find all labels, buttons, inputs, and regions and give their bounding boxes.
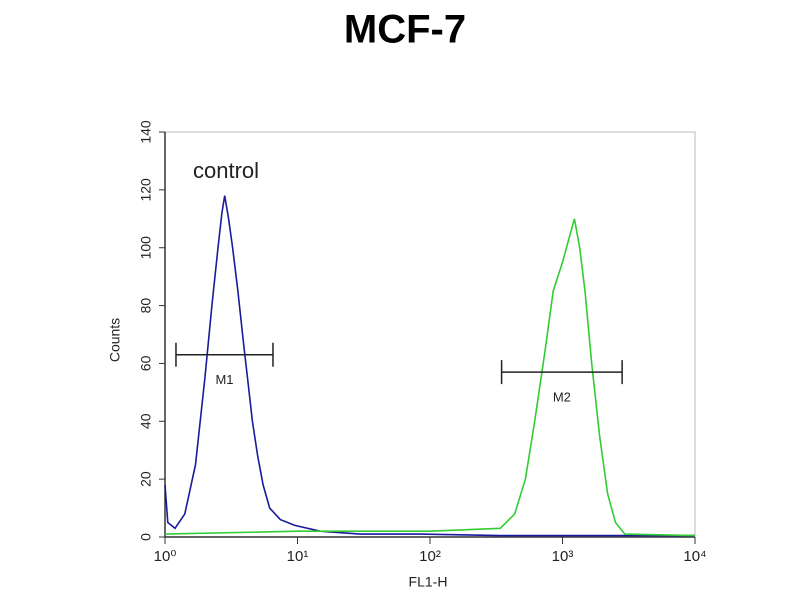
- x-tick-label: 10¹: [287, 548, 309, 565]
- y-tick-label: 140: [138, 120, 154, 144]
- x-tick-label: 10²: [419, 548, 441, 565]
- y-tick-label: 60: [138, 355, 154, 371]
- y-tick-label: 20: [138, 471, 154, 487]
- histogram-line: [164, 218, 696, 537]
- x-tick-label: 10⁴: [683, 548, 706, 565]
- x-tick-label: 10⁰: [154, 548, 177, 565]
- y-tick-label: 100: [138, 236, 154, 260]
- histogram-line: [164, 195, 695, 537]
- x-tick-label: 10³: [552, 548, 574, 565]
- y-tick-label: 0: [138, 533, 154, 541]
- plot-frame: [164, 131, 696, 538]
- y-tick-label: 80: [138, 298, 154, 314]
- marker-label: M1: [215, 372, 233, 387]
- y-axis-label: Counts: [107, 318, 123, 362]
- y-tick-label: 120: [138, 178, 154, 202]
- marker-label: M2: [553, 390, 571, 405]
- series-label: control: [193, 158, 259, 183]
- x-axis-label: FL1-H: [409, 574, 448, 590]
- y-tick-label: 40: [138, 413, 154, 429]
- chart-title: MCF-7: [344, 8, 466, 52]
